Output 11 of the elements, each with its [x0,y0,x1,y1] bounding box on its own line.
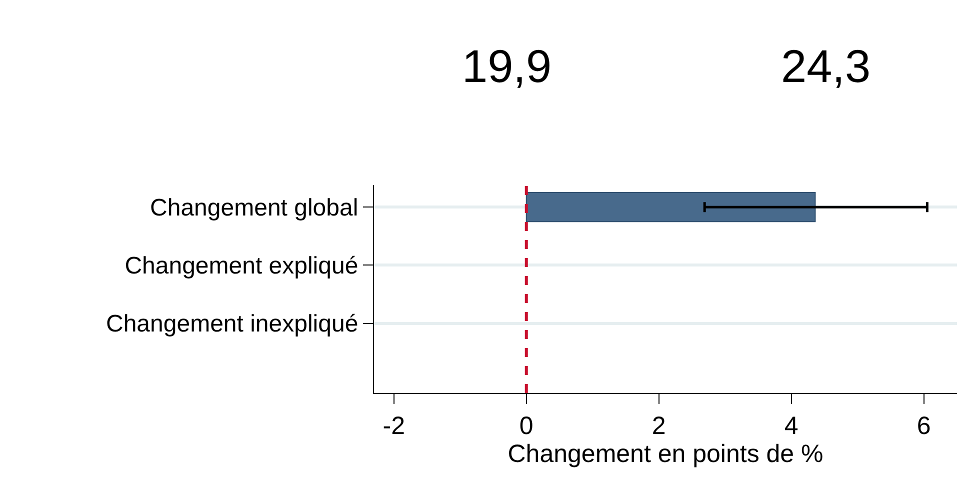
x-tick-label: 0 [519,412,534,440]
y-tick-label: Changement global [150,194,358,222]
x-tick-label: 2 [652,412,666,440]
x-axis-title: Changement en points de % [508,440,824,468]
y-tick-label: Changement expliqué [124,252,358,280]
text: 24,3 [781,40,871,92]
y-tick-label: Changement inexpliqué [106,310,358,338]
x-tick-label: 6 [916,412,931,440]
x-tick-label: 4 [784,412,798,440]
text: 19,9 [462,40,552,92]
x-tick-label: -2 [382,412,405,440]
